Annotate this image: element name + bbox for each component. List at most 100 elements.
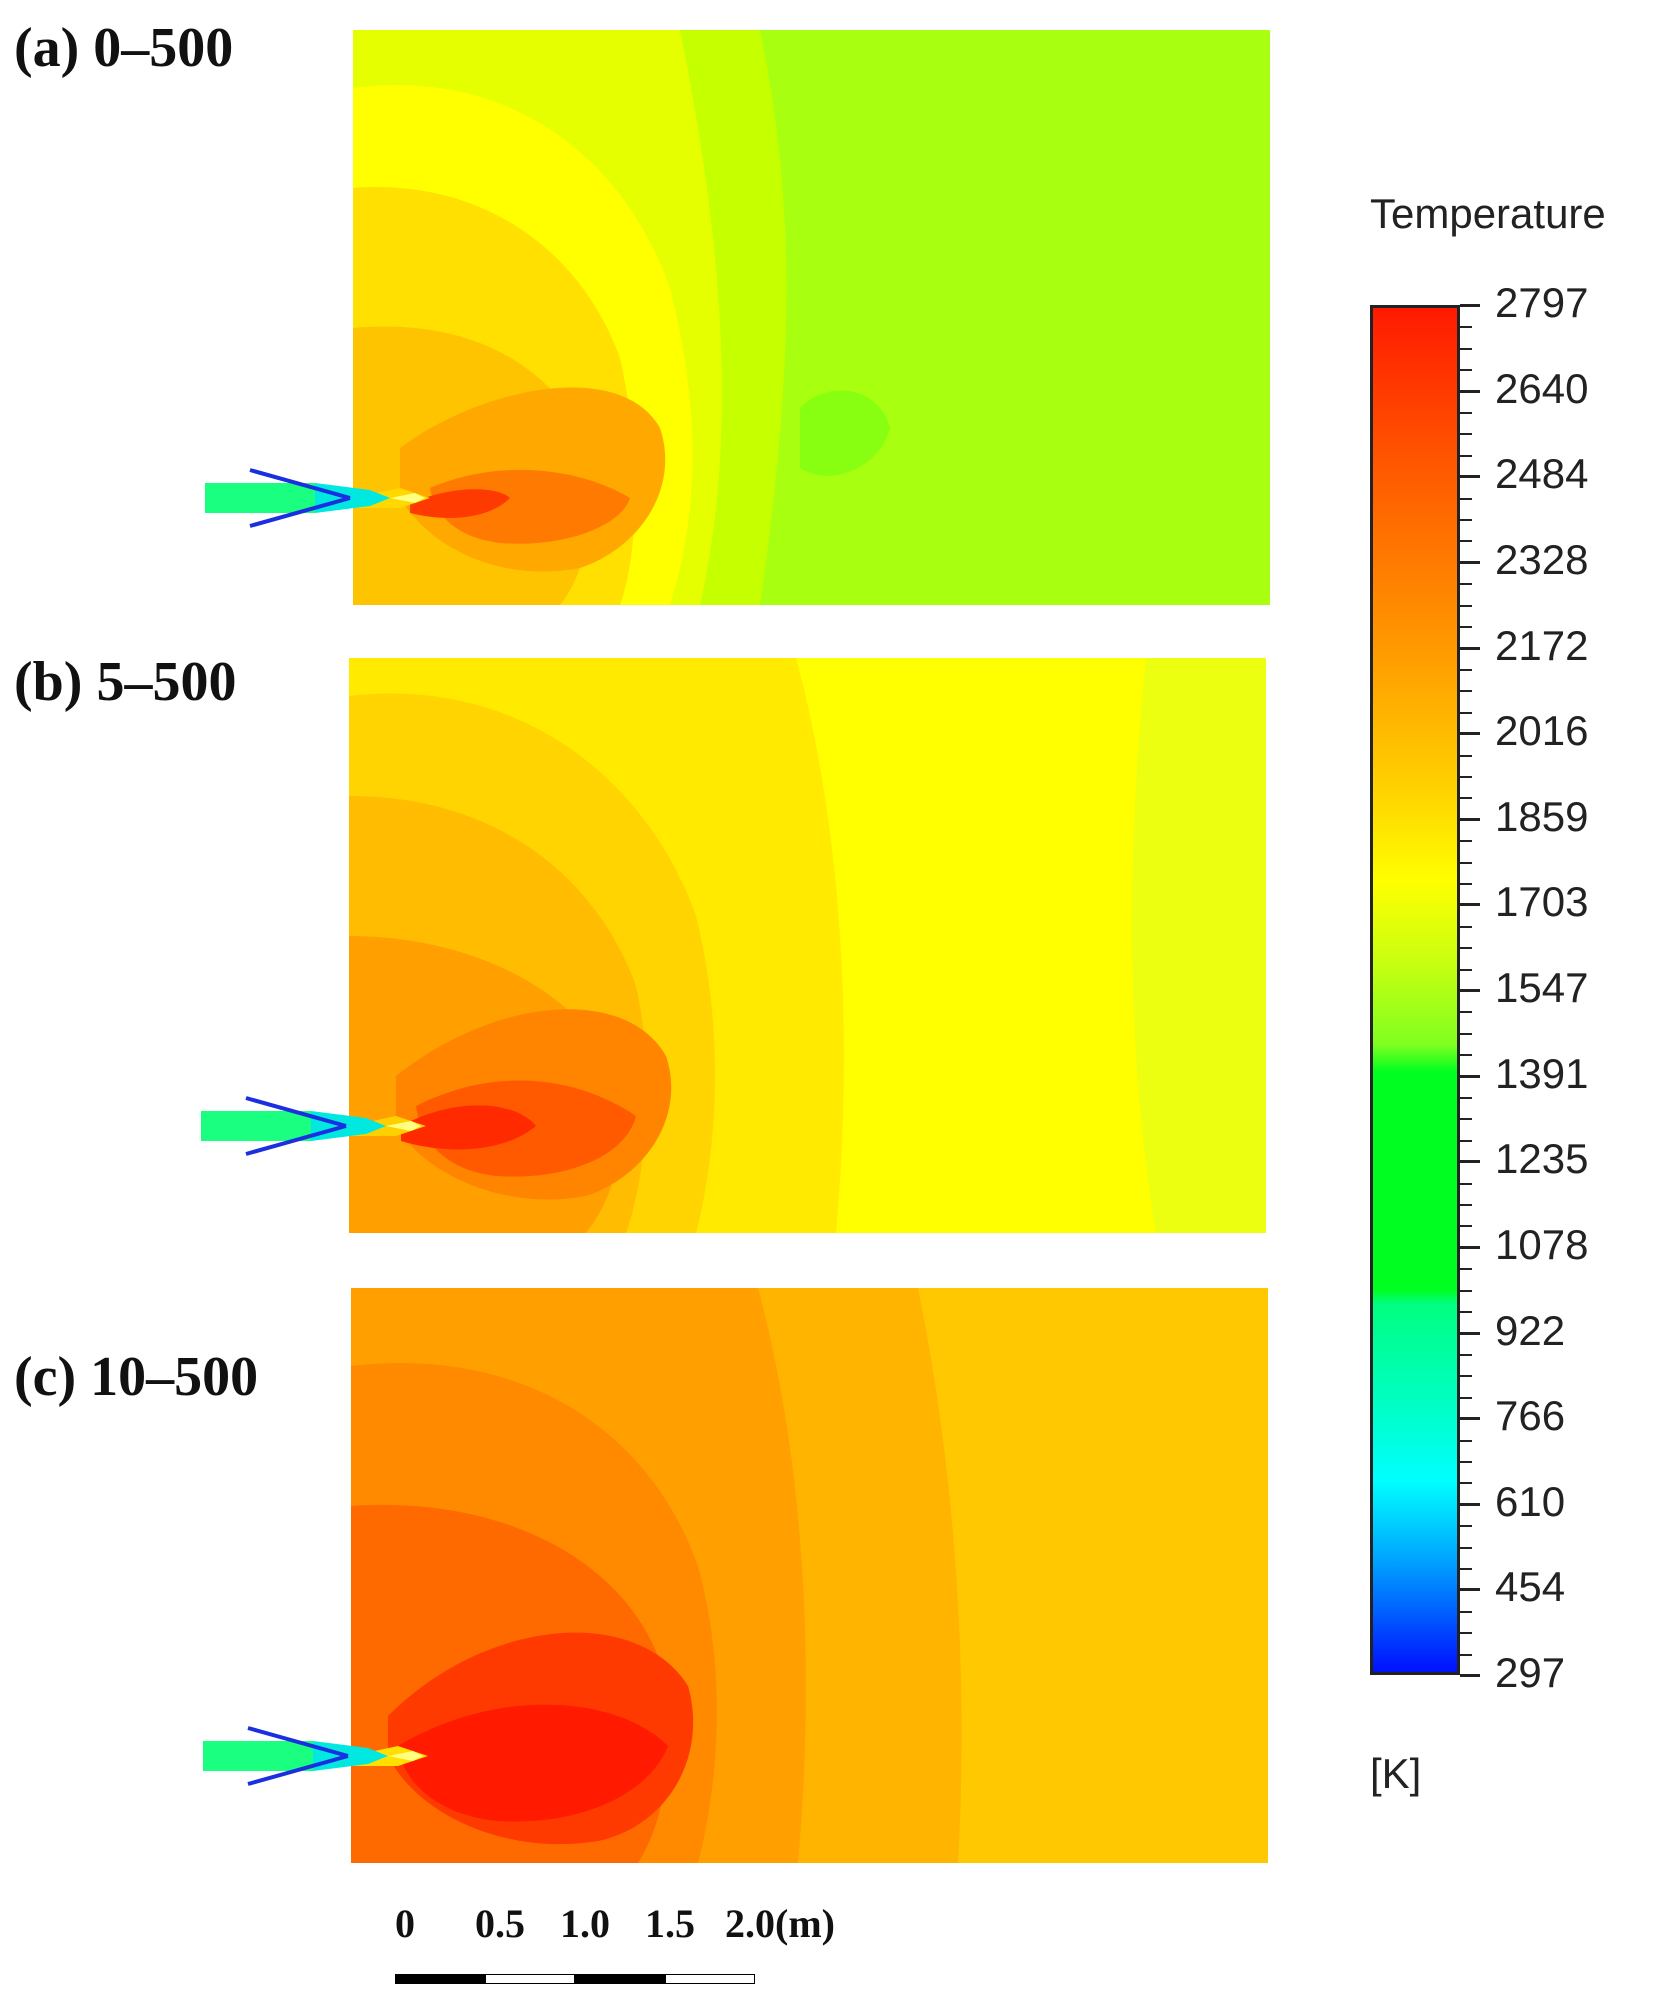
panel-label-c: (c) 10–500 [14,1346,259,1408]
colorbar-major-tick [1460,560,1480,564]
colorbar-minor-tick [1460,583,1472,586]
colorbar-major-tick [1460,475,1480,479]
colorbar-minor-tick [1460,626,1472,629]
colorbar-minor-tick [1460,1011,1472,1014]
colorbar-minor-tick [1460,1375,1472,1378]
colorbar-tick-label: 2328 [1495,535,1589,583]
colorbar-tick-label: 766 [1495,1392,1566,1440]
temperature-colorbar: Temperature 2797 2640 2484 2328 2172 2016 1859… [1340,190,1670,1797]
scale-bar-segment [575,1974,665,1984]
colorbar-minor-tick [1460,690,1472,693]
colorbar-tick-label: 454 [1495,1563,1566,1611]
scale-bar-segment [665,1974,755,1984]
panel-label-a: (a) 0–500 [14,17,234,79]
colorbar-minor-tick [1460,604,1472,607]
scale-bar-label: 2.0(m) [725,1901,835,1946]
colorbar-major-tick [1460,304,1480,307]
temperature-field-b [201,658,1266,1233]
colorbar-tick-label: 2172 [1495,621,1589,669]
colorbar-tick-label: 2797 [1495,279,1589,326]
colorbar-tick-label: 922 [1495,1306,1566,1354]
colorbar-minor-tick [1460,1118,1472,1121]
colorbar-minor-tick [1460,347,1472,350]
inlet-nozzle [203,1741,313,1771]
colorbar-major-tick [1460,1331,1480,1335]
colorbar-minor-tick [1460,1139,1472,1142]
colorbar-tick-label: 1859 [1495,792,1589,840]
colorbar-minor-tick [1460,497,1472,500]
colorbar-tick-label: 610 [1495,1477,1566,1525]
colorbar-minor-tick [1460,1054,1472,1057]
colorbar-minor-tick [1460,711,1472,714]
colorbar-minor-tick [1460,519,1472,522]
colorbar-minor-tick [1460,1396,1472,1399]
colorbar-minor-tick [1460,1610,1472,1613]
colorbar-tick-label: 1078 [1495,1220,1589,1268]
colorbar-tick-label: 1391 [1495,1049,1589,1097]
colorbar-major-tick [1460,389,1480,393]
colorbar-minor-tick [1460,947,1472,950]
colorbar-minor-tick [1460,1482,1472,1485]
colorbar-major-tick [1460,989,1480,992]
colorbar-minor-tick [1460,1653,1472,1656]
colorbar-minor-tick [1460,1268,1472,1271]
contour-panel-c [198,1286,1278,1866]
temperature-field-c [203,1288,1268,1863]
colorbar-minor-tick [1460,1439,1472,1442]
scale-bar-segment [485,1974,575,1984]
panel-label-b: (b) 5–500 [14,651,237,713]
colorbar-minor-tick [1460,1032,1472,1035]
scale-bar: 0 0.5 1.0 1.5 2.0(m) [395,1900,895,2000]
colorbar-major-tick [1460,1502,1480,1506]
inlet-nozzle [201,1111,311,1141]
colorbar-tick-label: 2484 [1495,450,1589,498]
colorbar-major-tick [1460,903,1480,907]
colorbar-minor-tick [1460,540,1472,543]
colorbar-minor-tick [1460,1353,1472,1356]
colorbar-tick-label: 2016 [1495,707,1589,755]
scale-bar-label: 1.0 [560,1901,610,1946]
colorbar-tick-label: 2640 [1495,364,1589,412]
colorbar-major-tick [1460,646,1480,650]
colorbar-major-tick [1460,1160,1480,1164]
colorbar-minor-tick [1460,797,1472,800]
colorbar-minor-tick [1460,1204,1472,1207]
colorbar-major-tick [1460,732,1480,736]
colorbar-minor-tick [1460,882,1472,885]
scale-bar-segment [395,1974,485,1984]
colorbar-minor-tick [1460,668,1472,671]
colorbar-minor-tick [1460,454,1472,457]
contour-panel-b [196,656,1276,1236]
colorbar-minor-tick [1460,1225,1472,1228]
colorbar-minor-tick [1460,369,1472,372]
colorbar-minor-tick [1460,1632,1472,1635]
scale-bar-label: 0 [395,1901,415,1946]
colorbar-major-tick [1460,1588,1480,1592]
colorbar-minor-tick [1460,968,1472,971]
colorbar-minor-tick [1460,1289,1472,1292]
colorbar-minor-tick [1460,754,1472,757]
colorbar-major-tick [1460,1245,1480,1249]
temperature-field-a [205,30,1270,606]
colorbar-minor-tick [1460,433,1472,436]
colorbar-major-tick [1460,817,1480,821]
colorbar-minor-tick [1460,1311,1472,1314]
colorbar-tick-label: 1703 [1495,878,1589,926]
colorbar-minor-tick [1460,840,1472,843]
colorbar-minor-tick [1460,412,1472,415]
colorbar-minor-tick [1460,861,1472,864]
colorbar-minor-tick [1460,925,1472,928]
colorbar-minor-tick [1460,1546,1472,1549]
colorbar-tick-label: 1235 [1495,1135,1589,1183]
colorbar-major-tick [1460,1417,1480,1421]
colorbar-minor-tick [1460,1567,1472,1570]
colorbar-minor-tick [1460,1097,1472,1100]
colorbar-minor-tick [1460,1460,1472,1463]
colorbar-unit: [K] [1370,1750,1422,1797]
scale-bar-label: 0.5 [475,1901,525,1946]
colorbar-minor-tick [1460,1182,1472,1185]
colorbar-minor-tick [1460,1525,1472,1528]
colorbar-minor-tick [1460,775,1472,778]
colorbar-tick-label: 1547 [1495,964,1589,1011]
colorbar-gradient [1370,305,1460,1675]
